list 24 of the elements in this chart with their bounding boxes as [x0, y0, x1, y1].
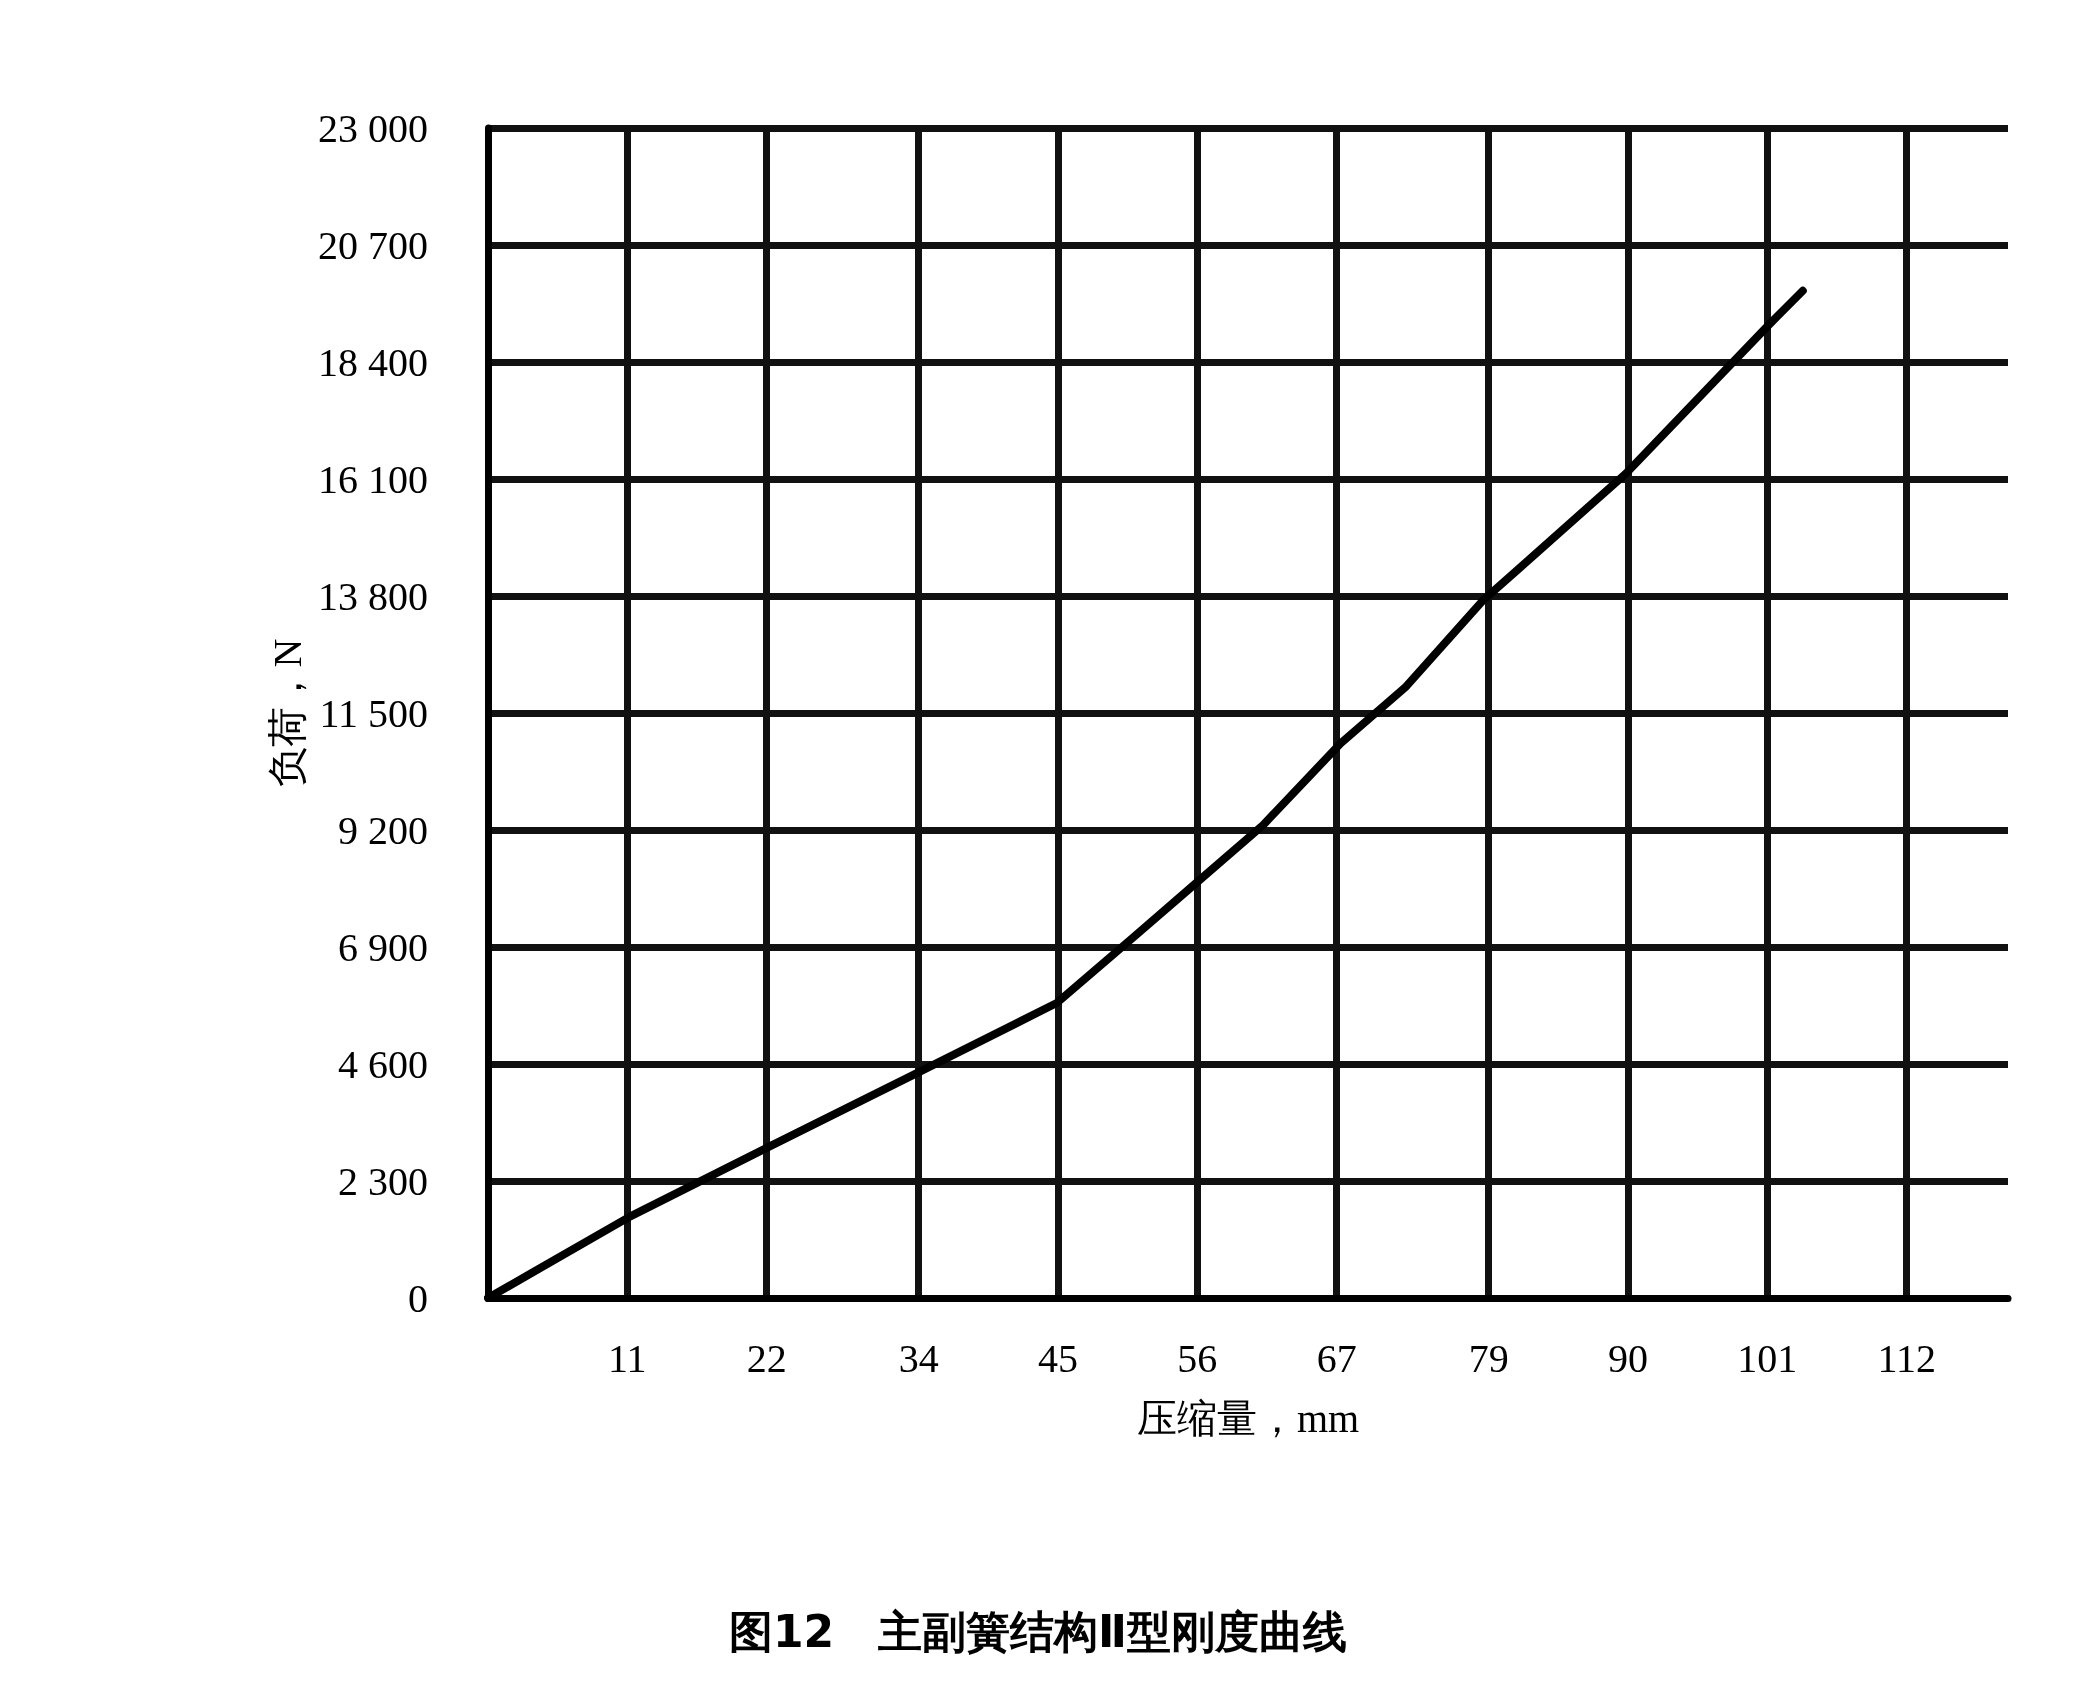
x-tick-label: 90: [1608, 1335, 1648, 1381]
y-tick-label: 20 700: [318, 222, 428, 268]
x-tick-label: 67: [1316, 1335, 1357, 1381]
x-tick-label: 45: [1038, 1335, 1078, 1381]
y-tick-label: 6 900: [338, 924, 428, 970]
x-tick-label: 79: [1468, 1335, 1509, 1381]
x-axis-title: 压缩量，mm: [1136, 1395, 1360, 1441]
x-tick-label: 56: [1177, 1335, 1218, 1381]
y-tick-label: 11 500: [319, 690, 428, 736]
y-tick-label: 0: [408, 1275, 428, 1321]
y-tick-label: 9 200: [338, 807, 428, 853]
x-tick-label: 11: [608, 1335, 647, 1381]
x-tick-label: 22: [746, 1335, 787, 1381]
x-tick-label: 101: [1737, 1335, 1798, 1381]
x-tick-label: 34: [898, 1335, 939, 1381]
y-tick-label: 13 800: [318, 573, 428, 619]
y-tick-label: 18 400: [318, 339, 428, 385]
text: 图12 主副簧结构Ⅱ型刚度曲线: [728, 1605, 1348, 1657]
x-tick-label: 112: [1877, 1335, 1936, 1381]
y-tick-label: 16 100: [318, 456, 428, 502]
y-tick-label: 4 600: [338, 1041, 428, 1087]
y-axis-title: 负荷，N: [264, 638, 310, 788]
y-tick-label: 23 000: [318, 105, 428, 151]
y-tick-label: 2 300: [338, 1158, 428, 1204]
